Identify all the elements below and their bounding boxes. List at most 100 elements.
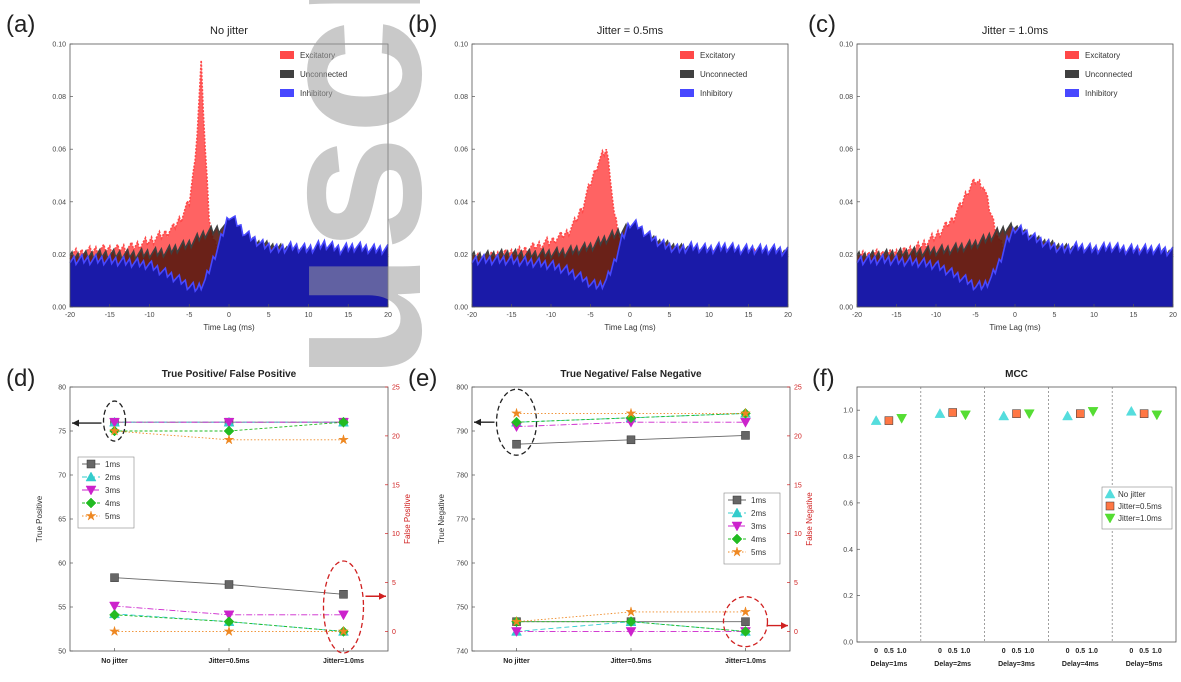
data-point-Jitter=1.0ms xyxy=(960,411,970,420)
data-point-Jitter=1.0ms xyxy=(1024,410,1034,419)
y-tick-label: 0.10 xyxy=(52,42,66,49)
x-tick-label: 0 xyxy=(628,312,632,319)
data-point-5ms xyxy=(110,626,120,635)
data-point-5ms xyxy=(512,408,522,417)
group-tick-label: 0.5 xyxy=(884,648,894,655)
legend-label-inhibitory: Inhibitory xyxy=(1085,89,1117,98)
legend-swatch-unconnected xyxy=(680,70,694,78)
category-label: Jitter=1.0ms xyxy=(725,658,766,665)
y-tick-label: 0.04 xyxy=(839,199,853,206)
legend-label-unconnected: Unconnected xyxy=(700,70,747,79)
y-tick-label: 0.04 xyxy=(52,199,66,206)
y2-tick-label: 20 xyxy=(392,433,400,440)
data-point-Jitter=0.5ms xyxy=(949,409,957,417)
y2-axis-label: False Positive xyxy=(403,494,412,544)
y2-tick-label: 20 xyxy=(794,433,802,440)
legend-swatch-excitatory xyxy=(1065,51,1079,59)
legend-label-2ms: 2ms xyxy=(751,509,766,518)
legend-label-3ms: 3ms xyxy=(105,486,120,495)
group-tick-label: 0.5 xyxy=(1075,648,1085,655)
panel-label-c: (c) xyxy=(808,11,836,38)
group-tick-label: 0 xyxy=(1066,648,1070,655)
x-tick-label: 10 xyxy=(1090,312,1098,319)
data-point-5ms xyxy=(741,607,751,616)
group-tick-label: 1.0 xyxy=(1152,648,1162,655)
data-point-No jitter xyxy=(935,409,945,418)
x-tick-label: -5 xyxy=(587,312,593,319)
data-point-No jitter xyxy=(871,416,881,425)
y-tick-label: 0.6 xyxy=(843,500,853,507)
y-tick-label: 0.2 xyxy=(843,593,853,600)
panel-e-chart: True Negative/ False Negative 740 750 760 77… xyxy=(437,369,814,665)
group-label: Delay=1ms xyxy=(871,661,908,668)
legend-label-inhibitory: Inhibitory xyxy=(700,89,732,98)
category-label: Jitter=1.0ms xyxy=(323,658,364,665)
panel-b-chart: Jitter = 0.5ms-20 -15 -10 -5 0 5 10 15 200.000.0… xyxy=(454,25,792,332)
data-point-1ms xyxy=(741,431,749,439)
category-label: No jitter xyxy=(101,658,128,665)
legend-marker-1ms xyxy=(733,496,741,504)
legend-label-5ms: 5ms xyxy=(751,548,766,557)
y-tick-label: 0.02 xyxy=(52,252,66,259)
legend-label-2ms: 2ms xyxy=(105,473,120,482)
legend-label-Jitter=0.5ms: Jitter=0.5ms xyxy=(1118,502,1162,511)
y-tick-label: 75 xyxy=(58,429,66,436)
data-point-1ms xyxy=(513,440,521,448)
x-tick-label: -15 xyxy=(105,312,115,319)
y-tick-label: 50 xyxy=(58,649,66,656)
x-tick-label: -5 xyxy=(186,312,192,319)
data-point-1ms xyxy=(225,581,233,589)
legend-swatch-inhibitory xyxy=(680,89,694,97)
arrowhead-left xyxy=(474,419,481,426)
group-tick-label: 0 xyxy=(874,648,878,655)
data-point-No jitter xyxy=(1063,411,1073,420)
legend-label-4ms: 4ms xyxy=(751,535,766,544)
group-tick-label: 0.5 xyxy=(1012,648,1022,655)
data-point-3ms xyxy=(338,611,348,620)
legend-label-excitatory: Excitatory xyxy=(1085,51,1120,60)
data-point-3ms xyxy=(626,627,636,636)
group-tick-label: 0.5 xyxy=(948,648,958,655)
y2-tick-label: 5 xyxy=(794,580,798,587)
x-tick-label: -20 xyxy=(65,312,75,319)
arrowhead-right xyxy=(379,593,386,600)
data-point-1ms xyxy=(627,436,635,444)
data-point-1ms xyxy=(339,590,347,598)
y2-tick-label: 0 xyxy=(794,629,798,636)
group-tick-label: 0 xyxy=(1002,648,1006,655)
panel-label-f: (f) xyxy=(812,365,835,392)
x-tick-label: 5 xyxy=(668,312,672,319)
y-tick-label: 0.8 xyxy=(843,454,853,461)
y-tick-label: 0.00 xyxy=(839,305,853,312)
legend-swatch-inhibitory xyxy=(1065,89,1079,97)
x-tick-label: -10 xyxy=(546,312,556,319)
y-tick-label: 800 xyxy=(456,385,468,392)
y2-tick-label: 25 xyxy=(392,385,400,392)
panel-label-a: (a) xyxy=(6,11,35,38)
y-tick-label: 65 xyxy=(58,517,66,524)
legend-label-1ms: 1ms xyxy=(105,460,120,469)
category-label: Jitter=0.5ms xyxy=(610,658,651,665)
y-axis-label: True Negative xyxy=(437,493,446,544)
category-label: Jitter=0.5ms xyxy=(208,658,249,665)
y2-tick-label: 5 xyxy=(392,580,396,587)
y2-tick-label: 25 xyxy=(794,385,802,392)
x-tick-label: 5 xyxy=(1053,312,1057,319)
group-tick-label: 0.5 xyxy=(1139,648,1149,655)
group-tick-label: 1.0 xyxy=(961,648,971,655)
x-tick-label: 15 xyxy=(745,312,753,319)
y-tick-label: 0.06 xyxy=(52,147,66,154)
x-tick-label: -10 xyxy=(931,312,941,319)
y-tick-label: 0.08 xyxy=(839,94,853,101)
y2-tick-label: 10 xyxy=(794,531,802,538)
data-point-3ms xyxy=(740,418,750,427)
data-point-1ms xyxy=(111,574,119,582)
chart-title: Jitter = 1.0ms xyxy=(982,25,1049,37)
x-tick-label: 20 xyxy=(1169,312,1177,319)
data-point-No jitter xyxy=(1126,406,1136,415)
legend-marker-1ms xyxy=(87,460,95,468)
x-tick-label: -5 xyxy=(972,312,978,319)
chart-title: True Negative/ False Negative xyxy=(560,369,702,380)
